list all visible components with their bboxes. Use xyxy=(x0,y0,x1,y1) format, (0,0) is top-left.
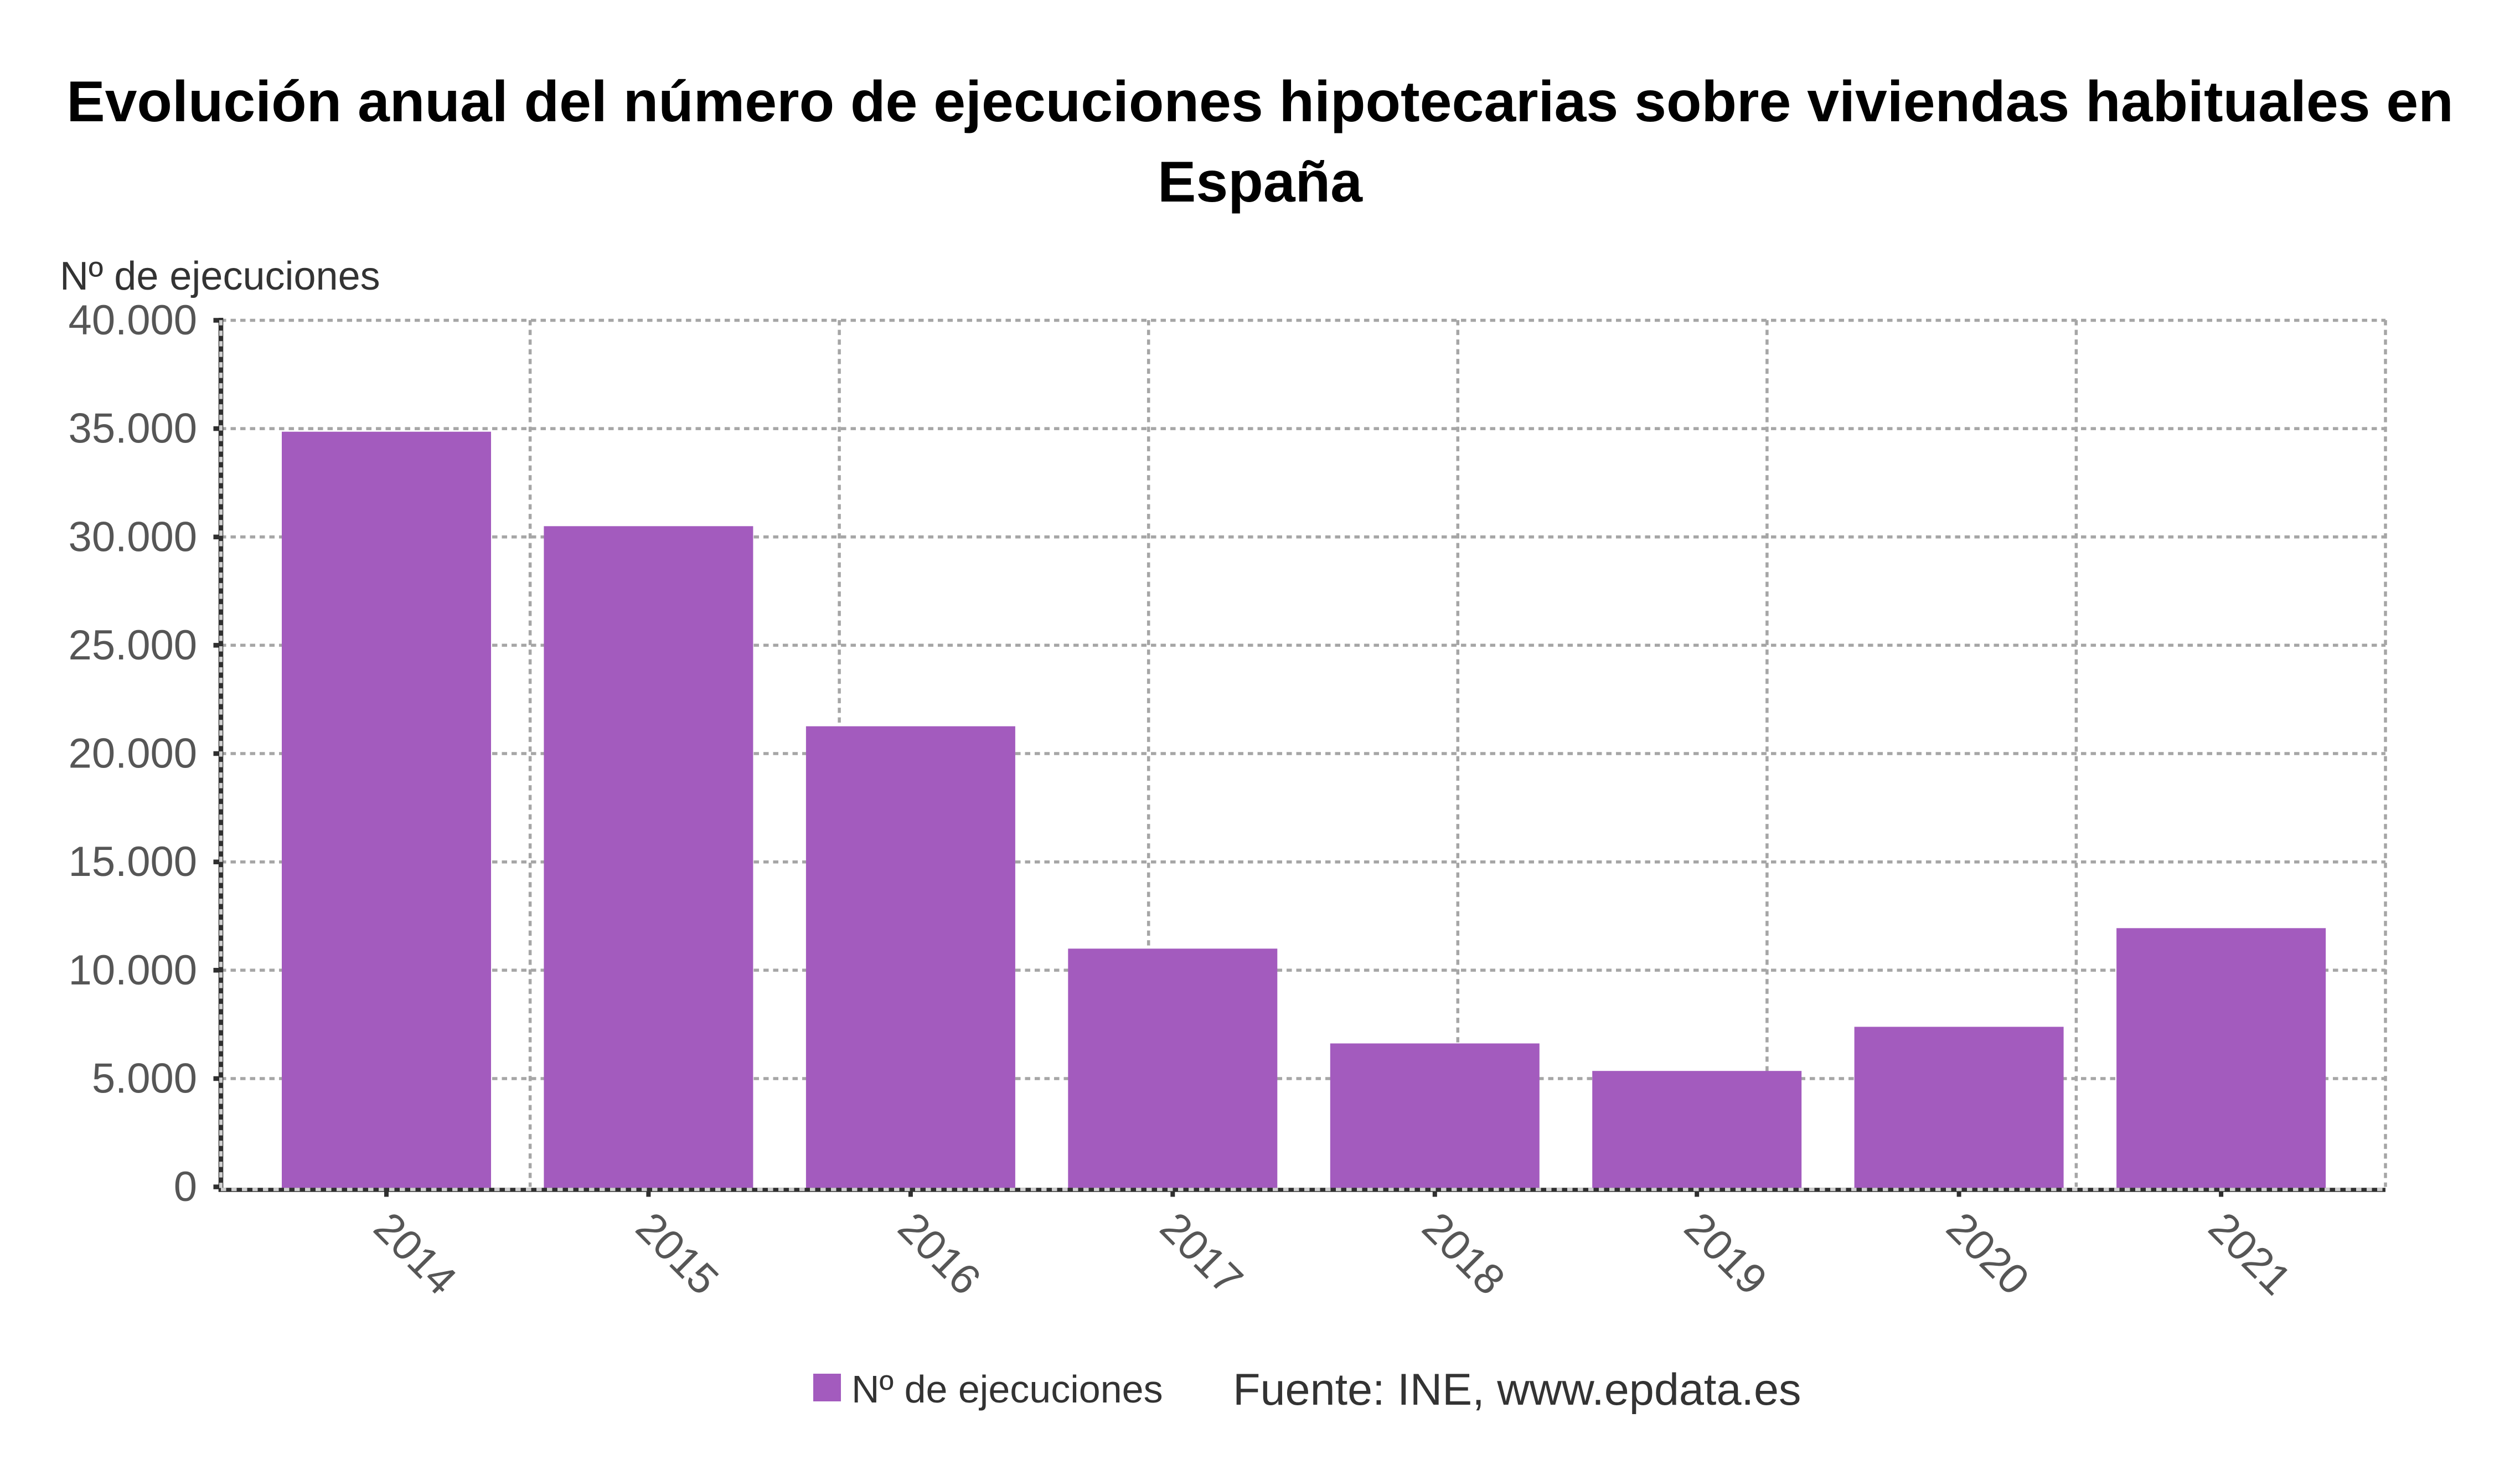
svg-text:2018: 2018 xyxy=(1413,1203,1514,1304)
svg-text:25.000: 25.000 xyxy=(69,622,197,669)
svg-text:Nº de ejecuciones: Nº de ejecuciones xyxy=(60,254,380,298)
svg-text:2021: 2021 xyxy=(2199,1203,2300,1304)
svg-text:15.000: 15.000 xyxy=(69,838,197,885)
svg-text:20.000: 20.000 xyxy=(69,730,197,777)
svg-text:0: 0 xyxy=(174,1163,197,1210)
svg-text:Nº de ejecuciones: Nº de ejecuciones xyxy=(851,1368,1163,1411)
svg-text:5.000: 5.000 xyxy=(92,1055,197,1102)
svg-text:10.000: 10.000 xyxy=(69,947,197,994)
svg-text:2014: 2014 xyxy=(365,1203,466,1304)
svg-text:2015: 2015 xyxy=(627,1203,727,1304)
svg-text:Evolución anual del número de: Evolución anual del número de ejecucione… xyxy=(66,70,2454,134)
svg-text:40.000: 40.000 xyxy=(69,297,197,344)
svg-text:2019: 2019 xyxy=(1675,1203,1776,1304)
svg-text:2016: 2016 xyxy=(889,1203,990,1304)
svg-text:España: España xyxy=(1158,150,1363,214)
svg-text:2017: 2017 xyxy=(1151,1203,1252,1304)
svg-text:2020: 2020 xyxy=(1938,1203,2038,1304)
svg-text:35.000: 35.000 xyxy=(69,405,197,452)
svg-text:Fuente: INE, www.epdata.es: Fuente: INE, www.epdata.es xyxy=(1233,1365,1801,1415)
svg-text:30.000: 30.000 xyxy=(69,513,197,560)
